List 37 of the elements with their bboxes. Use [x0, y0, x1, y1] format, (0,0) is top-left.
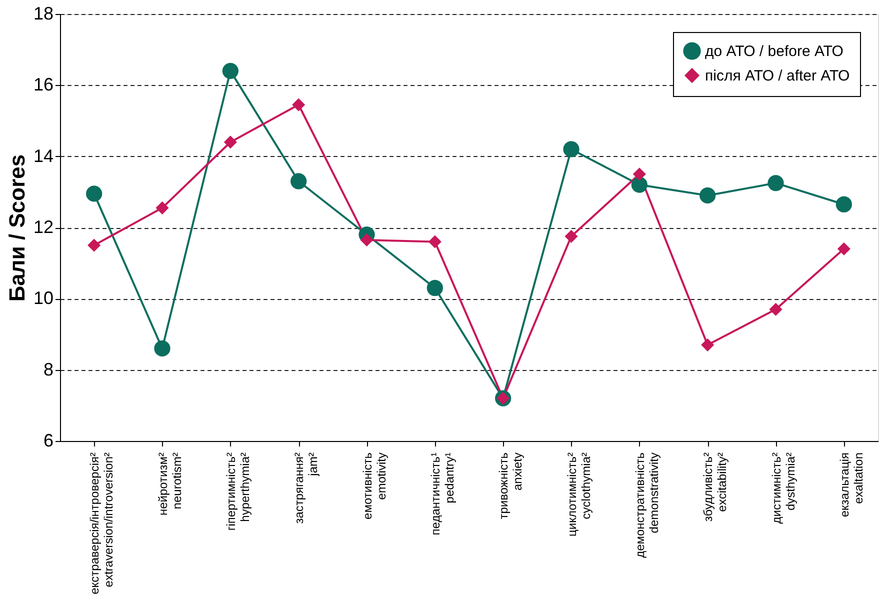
point	[426, 280, 443, 296]
y-tick-label: 14	[33, 146, 54, 166]
point	[631, 176, 648, 193]
point	[700, 187, 716, 204]
x-tick-label: екзальтація exaltation	[837, 452, 866, 518]
point	[154, 340, 170, 357]
x-tick-label: тривожність anxiety	[496, 452, 525, 520]
point	[290, 173, 307, 190]
y-tick-label: 6	[43, 430, 54, 450]
y-tick-label: 12	[33, 217, 54, 237]
point	[837, 242, 850, 256]
x-tick-label: емотивність emotivity	[360, 452, 388, 520]
point	[88, 238, 101, 252]
point	[768, 174, 784, 192]
y-tick-label: 8	[43, 359, 54, 380]
x-tick-label: екстраверсія/інтроверсія² extraversion/introversion²	[88, 452, 116, 594]
point	[86, 186, 102, 202]
x-tick-label: застрягання² jam²	[292, 452, 320, 524]
point	[836, 196, 852, 212]
y-axis-title: Бали / Scores	[4, 154, 30, 302]
y-tick-label: 16	[33, 74, 54, 95]
point	[360, 233, 374, 246]
legend-label: після АТО / after АТО	[705, 68, 850, 84]
point	[156, 201, 169, 214]
y-tick-label: 18	[33, 4, 54, 24]
point	[292, 98, 306, 112]
point	[564, 230, 578, 243]
x-tick-label: педантичність¹ pedantry¹	[428, 452, 456, 536]
legend-label: до АТО / before АТО	[705, 43, 844, 60]
y-tick-label: 10	[33, 288, 54, 308]
point	[222, 62, 238, 79]
point	[563, 141, 580, 158]
point	[632, 168, 646, 181]
point	[224, 136, 237, 149]
point	[428, 235, 442, 248]
point	[701, 338, 714, 352]
point	[769, 302, 782, 316]
